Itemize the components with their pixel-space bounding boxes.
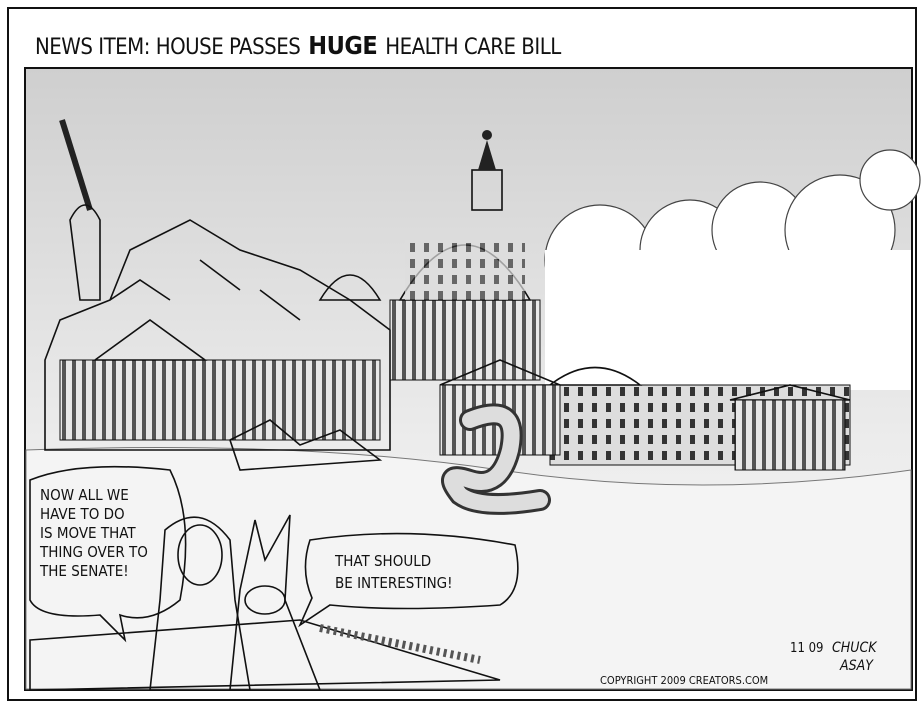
title-prefix: NEWS ITEM: HOUSE PASSES [35, 35, 300, 60]
signature-artist-1: CHUCK [832, 640, 878, 656]
signature-artist-2: ASAY [839, 658, 874, 674]
title: NEWS ITEM: HOUSE PASSES HUGE HEALTH CARE B… [35, 31, 561, 60]
bubble-line: NOW ALL WE [40, 486, 129, 504]
bubble-line: THAT SHOULD [334, 552, 431, 570]
bubble-line: THE SENATE! [39, 562, 129, 580]
title-emphasis: HUGE [308, 31, 377, 60]
bubble-line: BE INTERESTING! [335, 574, 453, 592]
copyright: COPYRIGHT 2009 CREATORS.COM [600, 674, 768, 687]
bubble-line: IS MOVE THAT [40, 524, 136, 542]
title-suffix: HEALTH CARE BILL [385, 35, 561, 60]
bubble-line: HAVE TO DO [40, 505, 125, 523]
signature-date: 11 09 [790, 641, 823, 656]
bubble-line: THING OVER TO [39, 543, 148, 561]
cartoon: NEWS ITEM: HOUSE PASSES HUGE HEALTH CARE B… [0, 0, 924, 707]
